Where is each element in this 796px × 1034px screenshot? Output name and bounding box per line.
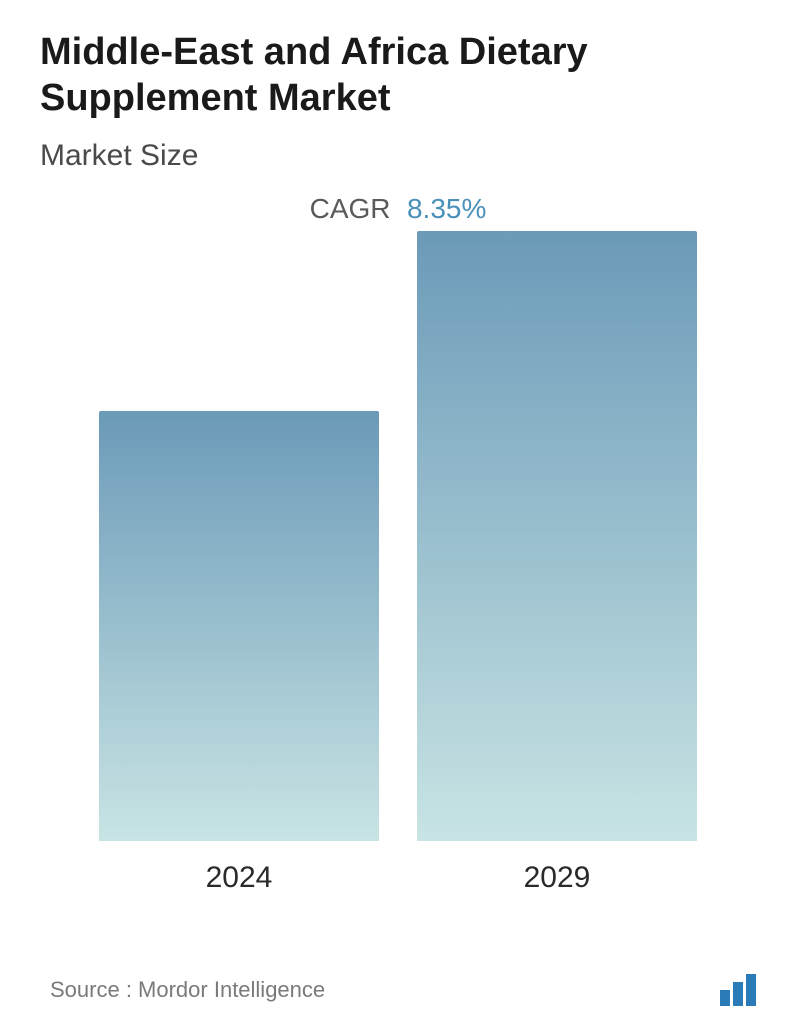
cagr-row: CAGR 8.35% [40, 193, 756, 225]
bar-0 [99, 411, 379, 841]
chart-area: 2024 2029 [40, 255, 756, 895]
bar-group-0: 2024 [99, 411, 379, 895]
bar-label-0: 2024 [206, 861, 273, 895]
footer: Source : Mordor Intelligence [50, 974, 756, 1006]
chart-subtitle: Market Size [40, 139, 756, 173]
brand-logo [720, 974, 756, 1006]
bar-label-1: 2029 [524, 861, 591, 895]
cagr-value: 8.35% [407, 193, 486, 224]
bar-1 [417, 231, 697, 841]
chart-title: Middle-East and Africa Dietary Supplemen… [40, 30, 756, 121]
cagr-label: CAGR [310, 193, 391, 224]
source-text: Source : Mordor Intelligence [50, 977, 325, 1003]
bar-group-1: 2029 [417, 231, 697, 895]
logo-bars-icon [720, 974, 756, 1006]
